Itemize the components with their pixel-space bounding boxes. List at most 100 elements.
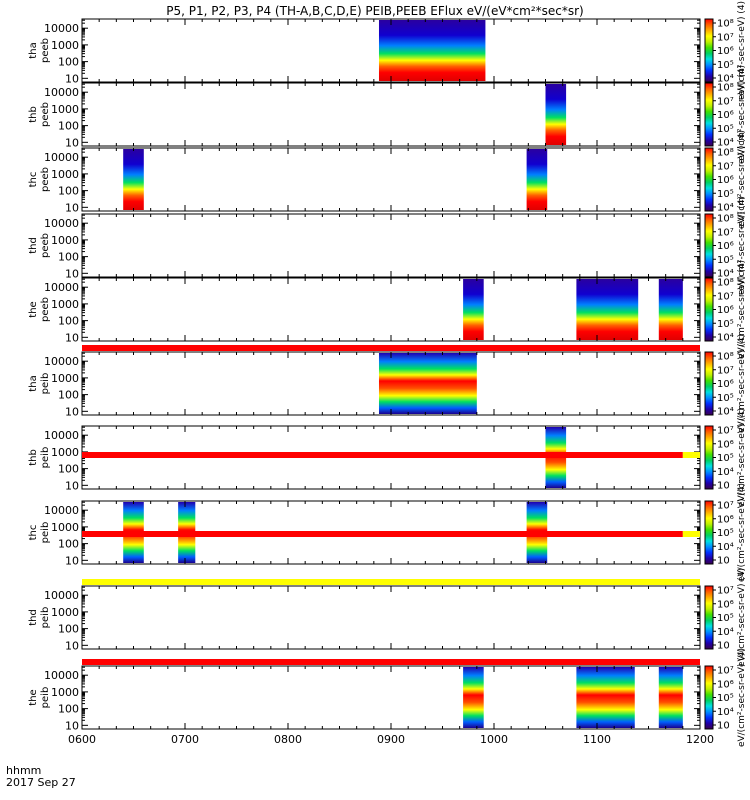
colorbar-tick-label: 10⁵ [717, 255, 734, 266]
y-tick-label: 1000 [51, 103, 79, 116]
colorbar-tick-label: 10⁷ [717, 586, 734, 597]
panel-label-product: peib [40, 522, 51, 544]
colorbar-tick-label: 10⁵ [717, 124, 734, 135]
y-tick-label: 10 [65, 479, 79, 492]
panel-the-peeb: 10 100 1000 10000 the peeb 10⁴ 10⁵ 10⁶ 10⁷ 10⁸ eV/(… [28, 260, 747, 359]
y-tick-label: 1000 [51, 446, 79, 459]
y-tick-label: 1000 [51, 606, 79, 619]
colorbar [705, 278, 713, 341]
y-tick-label: 10 [65, 719, 79, 732]
panel-label-product: peeb [40, 297, 51, 322]
colorbar-tick-label: 10⁴ [717, 333, 734, 344]
y-tick-label: 100 [58, 120, 79, 133]
x-tick-label: 0800 [274, 733, 302, 746]
panel-label-probe: the [28, 301, 39, 317]
panel-frame [82, 148, 700, 211]
x-tick-label: 1100 [583, 733, 611, 746]
y-tick-label: 1000 [51, 234, 79, 247]
colorbar-tick-label: 10⁶ [717, 599, 734, 610]
panel-label-product: peeb [40, 233, 51, 258]
colorbar-tick-label: 10⁶ [717, 305, 734, 316]
panel-label-product: peib [40, 373, 51, 395]
colorbar-tick-label: 10⁷ [717, 161, 734, 172]
status-strip [82, 345, 700, 351]
colorbar-tick-label: 10⁳ [717, 721, 730, 732]
colorbar-tick-label: 10⁷ [717, 96, 734, 107]
panel-frame [82, 586, 700, 649]
panel-label-product: peib [40, 607, 51, 629]
colorbar [705, 83, 713, 146]
y-tick-label: 100 [58, 463, 79, 476]
y-tick-label: 1000 [51, 39, 79, 52]
colorbar-tick-label: 10⁶ [717, 679, 734, 690]
colorbar-tick-label: 10⁷ [717, 666, 734, 677]
panel-frame [82, 214, 700, 277]
colorbar [705, 148, 713, 211]
y-tick-label: 10 [65, 72, 79, 85]
y-tick-label: 100 [58, 623, 79, 636]
panel-label-probe: thc [28, 172, 39, 188]
x-tick-label: 1000 [480, 733, 508, 746]
y-tick-label: 100 [58, 538, 79, 551]
colorbar-tick-label: 10⁷ [717, 501, 734, 512]
y-tick-label: 10000 [44, 355, 79, 368]
x-tick-label: 0700 [171, 733, 199, 746]
colorbar-tick-label: 10⁵ [717, 528, 734, 539]
colorbar-tick-label: 10⁵ [717, 60, 734, 71]
colorbar-tick-label: 10⁶ [717, 241, 734, 252]
colorbar-tick-label: 10⁴ [717, 203, 734, 214]
y-tick-label: 10 [65, 554, 79, 567]
colorbar [705, 426, 713, 489]
date-label: 2017 Sep 27 [6, 776, 76, 789]
y-tick-label: 10 [65, 405, 79, 418]
y-tick-label: 10 [65, 331, 79, 344]
panel-label-product: peeb [40, 102, 51, 127]
time-axis: 0600 0700 0800 0900 1000 1100 1200 [68, 733, 714, 746]
colorbar-tick-label: 10⁵ [717, 613, 734, 624]
x-tick-label: 0900 [377, 733, 405, 746]
colorbar-tick-label: 10⁷ [717, 227, 734, 238]
colorbar-tick-label: 10⁶ [717, 175, 734, 186]
panel-label-probe: the [28, 689, 39, 705]
status-strip [82, 531, 683, 537]
colorbar-tick-label: 10⁷ [717, 291, 734, 302]
status-strip-remainder [683, 531, 700, 537]
colorbar-tick-label: 10⁴ [717, 707, 734, 718]
y-tick-label: 100 [58, 56, 79, 69]
y-tick-label: 10 [65, 639, 79, 652]
y-tick-label: 100 [58, 389, 79, 402]
colorbar-tick-label: 10⁴ [717, 627, 734, 638]
colorbar [705, 501, 713, 564]
spectrogram-block [379, 353, 477, 414]
panel-label-probe: thd [28, 609, 39, 626]
colorbar-tick-label: 10⁳ [717, 556, 730, 567]
colorbar-tick-label: 10⁸ [717, 148, 734, 159]
colorbar-tick-label: 10⁸ [717, 83, 734, 94]
panel-label-probe: thb [28, 449, 39, 466]
y-tick-label: 100 [58, 251, 79, 264]
y-tick-label: 10000 [44, 86, 79, 99]
colorbar-tick-label: 10⁷ [717, 365, 734, 376]
panel-label-probe: tha [28, 375, 39, 391]
colorbar-label: eV/(cm²-sec-sr-eV) (4) [737, 483, 747, 582]
y-tick-label: 100 [58, 185, 79, 198]
colorbar [705, 586, 713, 649]
panel-label-probe: tha [28, 42, 39, 58]
y-tick-label: 10000 [44, 589, 79, 602]
y-tick-label: 1000 [51, 686, 79, 699]
panel-frame [82, 83, 700, 146]
colorbar [705, 666, 713, 729]
colorbar-tick-label: 10⁶ [717, 514, 734, 525]
colorbar-tick-label: 10⁷ [717, 32, 734, 43]
y-tick-label: 100 [58, 315, 79, 328]
spectrogram-block [463, 279, 484, 340]
status-strip-remainder [683, 452, 700, 458]
status-strip [82, 659, 700, 665]
y-tick-label: 10000 [44, 429, 79, 442]
colorbar-tick-label: 10⁵ [717, 693, 734, 704]
colorbar-tick-label: 10⁶ [717, 379, 734, 390]
y-tick-label: 10 [65, 201, 79, 214]
colorbar-tick-label: 10⁵ [717, 189, 734, 200]
panel-label-product: peib [40, 447, 51, 469]
